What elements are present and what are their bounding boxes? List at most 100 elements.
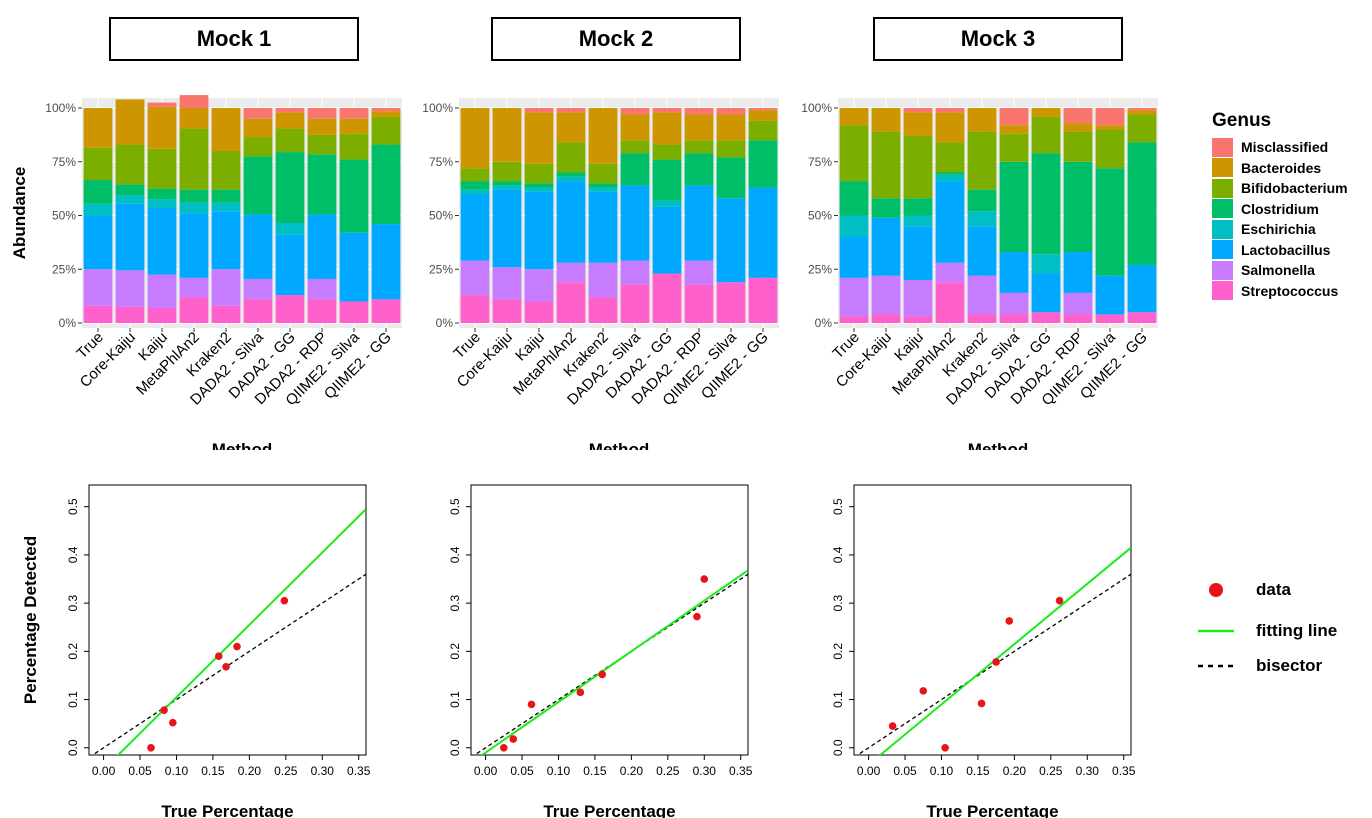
bar-segment-clostridium xyxy=(115,184,145,196)
bar-segment-bacteroides xyxy=(999,125,1029,134)
fitting-line xyxy=(116,508,366,755)
bar-segment-lactobacillus xyxy=(1063,252,1093,293)
legend-label-bacteroides: Bacteroides xyxy=(1241,159,1322,176)
bar-segment-misclassified xyxy=(339,108,369,119)
y-tick-label: 0.4 xyxy=(66,546,80,563)
bar-segment-lactobacillus xyxy=(903,226,933,280)
bar-segment-lactobacillus xyxy=(999,252,1029,293)
legend-item-misclassified: Misclassified xyxy=(1212,137,1328,157)
y-tick-label: 0.0 xyxy=(66,739,80,756)
y-tick-label: 0.3 xyxy=(66,594,80,611)
data-point xyxy=(147,743,155,752)
bar-segment-lactobacillus xyxy=(588,191,618,263)
dot-icon xyxy=(1198,580,1234,600)
bar-segment-streptococcus xyxy=(83,305,113,323)
x-tick-label: 0.20 xyxy=(238,764,262,778)
bar-segment-eschirichia xyxy=(556,176,586,182)
bar-segment-clostridium xyxy=(903,198,933,216)
x-tick-label: 0.30 xyxy=(311,764,335,778)
bar-segment-eschirichia xyxy=(903,215,933,227)
y-axis-label: Abundance xyxy=(10,167,29,260)
bar-segment-streptococcus xyxy=(179,297,209,323)
x-axis-label: True Percentage xyxy=(161,802,293,818)
bar-segment-eschirichia xyxy=(275,223,305,235)
bar-segment-bifidobacterium xyxy=(1063,131,1093,162)
bisector-line xyxy=(856,573,1131,755)
bar-segment-bacteroides xyxy=(492,108,522,162)
bar-segment-eschirichia xyxy=(83,203,113,216)
bar-chart-mock-1: 0%25%50%75%100%TrueCore-KaijuKaijuMetaPh… xyxy=(10,95,402,450)
legend-item-clostridium: Clostridium xyxy=(1212,199,1319,219)
y-tick-label: 0.3 xyxy=(831,594,845,611)
bar-segment-salmonella xyxy=(556,262,586,283)
legend-item-lactobacillus: Lactobacillus xyxy=(1212,240,1330,260)
bar-segment-misclassified xyxy=(147,102,177,107)
bar-segment-lactobacillus xyxy=(179,213,209,278)
bar-segment-clostridium xyxy=(275,152,305,224)
y-tick-label: 50% xyxy=(808,209,832,223)
bar-segment-clostridium xyxy=(556,172,586,177)
y-tick-label: 75% xyxy=(429,155,453,169)
bar-segment-streptococcus xyxy=(839,316,869,323)
data-point xyxy=(888,722,897,730)
bar-segment-bifidobacterium xyxy=(339,133,369,160)
bar-segment-clostridium xyxy=(652,159,682,201)
bar-segment-bifidobacterium xyxy=(371,116,401,145)
legend-fitting-line: fitting line xyxy=(1198,619,1337,643)
y-tick-label: 25% xyxy=(52,262,76,276)
bar-segment-bacteroides xyxy=(903,112,933,136)
bar-segment-clostridium xyxy=(1095,168,1125,276)
bar-segment-eschirichia xyxy=(492,185,522,190)
data-point xyxy=(500,743,508,752)
data-point xyxy=(700,575,709,583)
x-tick-label: 0.20 xyxy=(1003,764,1027,778)
bar-segment-bifidobacterium xyxy=(839,125,869,182)
bar-segment-misclassified xyxy=(652,108,682,113)
mock-2-title: Mock 2 xyxy=(491,17,741,61)
bar-segment-bacteroides xyxy=(524,112,554,164)
bar-segment-salmonella xyxy=(179,277,209,298)
bar-segment-bacteroides xyxy=(243,118,273,138)
x-axis-label: Method xyxy=(212,440,272,450)
bar-segment-bacteroides xyxy=(460,108,490,169)
bar-segment-clostridium xyxy=(211,189,241,203)
bar-segment-bifidobacterium xyxy=(115,144,145,185)
bar-segment-lactobacillus xyxy=(1127,264,1157,313)
x-tick-label: 0.25 xyxy=(656,764,680,778)
bar-segment-lactobacillus xyxy=(716,198,746,283)
bar-segment-streptococcus xyxy=(115,306,145,323)
data-point xyxy=(1055,596,1064,605)
bar-segment-bifidobacterium xyxy=(524,163,554,184)
bar-segment-lactobacillus xyxy=(620,185,650,261)
bar-segment-misclassified xyxy=(1095,108,1125,126)
x-tick-label: 0.00 xyxy=(474,764,498,778)
bar-segment-misclassified xyxy=(903,108,933,113)
bar-segment-misclassified xyxy=(716,108,746,115)
bar-segment-clostridium xyxy=(460,181,490,190)
x-tick-label: 0.15 xyxy=(583,764,607,778)
y-axis-label: Percentage Detected xyxy=(21,536,40,704)
bar-segment-lactobacillus xyxy=(339,232,369,302)
legend-item-streptococcus: Streptococcus xyxy=(1212,281,1338,301)
data-point xyxy=(1005,617,1014,625)
legend-label-salmonella: Salmonella xyxy=(1241,262,1315,278)
bar-segment-lactobacillus xyxy=(935,181,965,263)
bar-segment-lactobacillus xyxy=(460,194,490,261)
bar-segment-clostridium xyxy=(307,154,337,215)
bar-segment-lactobacillus xyxy=(211,211,241,270)
bar-segment-bifidobacterium xyxy=(1095,129,1125,169)
bar-segment-lactobacillus xyxy=(275,234,305,296)
bar-segment-clostridium xyxy=(684,153,714,186)
data-point xyxy=(509,735,518,743)
x-tick-label: 0.20 xyxy=(620,764,644,778)
legend-dot xyxy=(1209,583,1223,597)
bar-segment-streptococcus xyxy=(716,282,746,323)
bar-segment-eschirichia xyxy=(652,200,682,207)
bar-segment-lactobacillus xyxy=(748,187,778,278)
bisector-line xyxy=(473,573,748,755)
bar-chart-mock-3: 0%25%50%75%100%TrueCore-KaijuKaijuMetaPh… xyxy=(801,98,1158,450)
y-tick-label: 0.4 xyxy=(831,546,845,563)
y-tick-label: 0.5 xyxy=(448,498,462,515)
bar-segment-streptococcus xyxy=(460,295,490,323)
legend-swatch-misclassified xyxy=(1212,137,1233,157)
